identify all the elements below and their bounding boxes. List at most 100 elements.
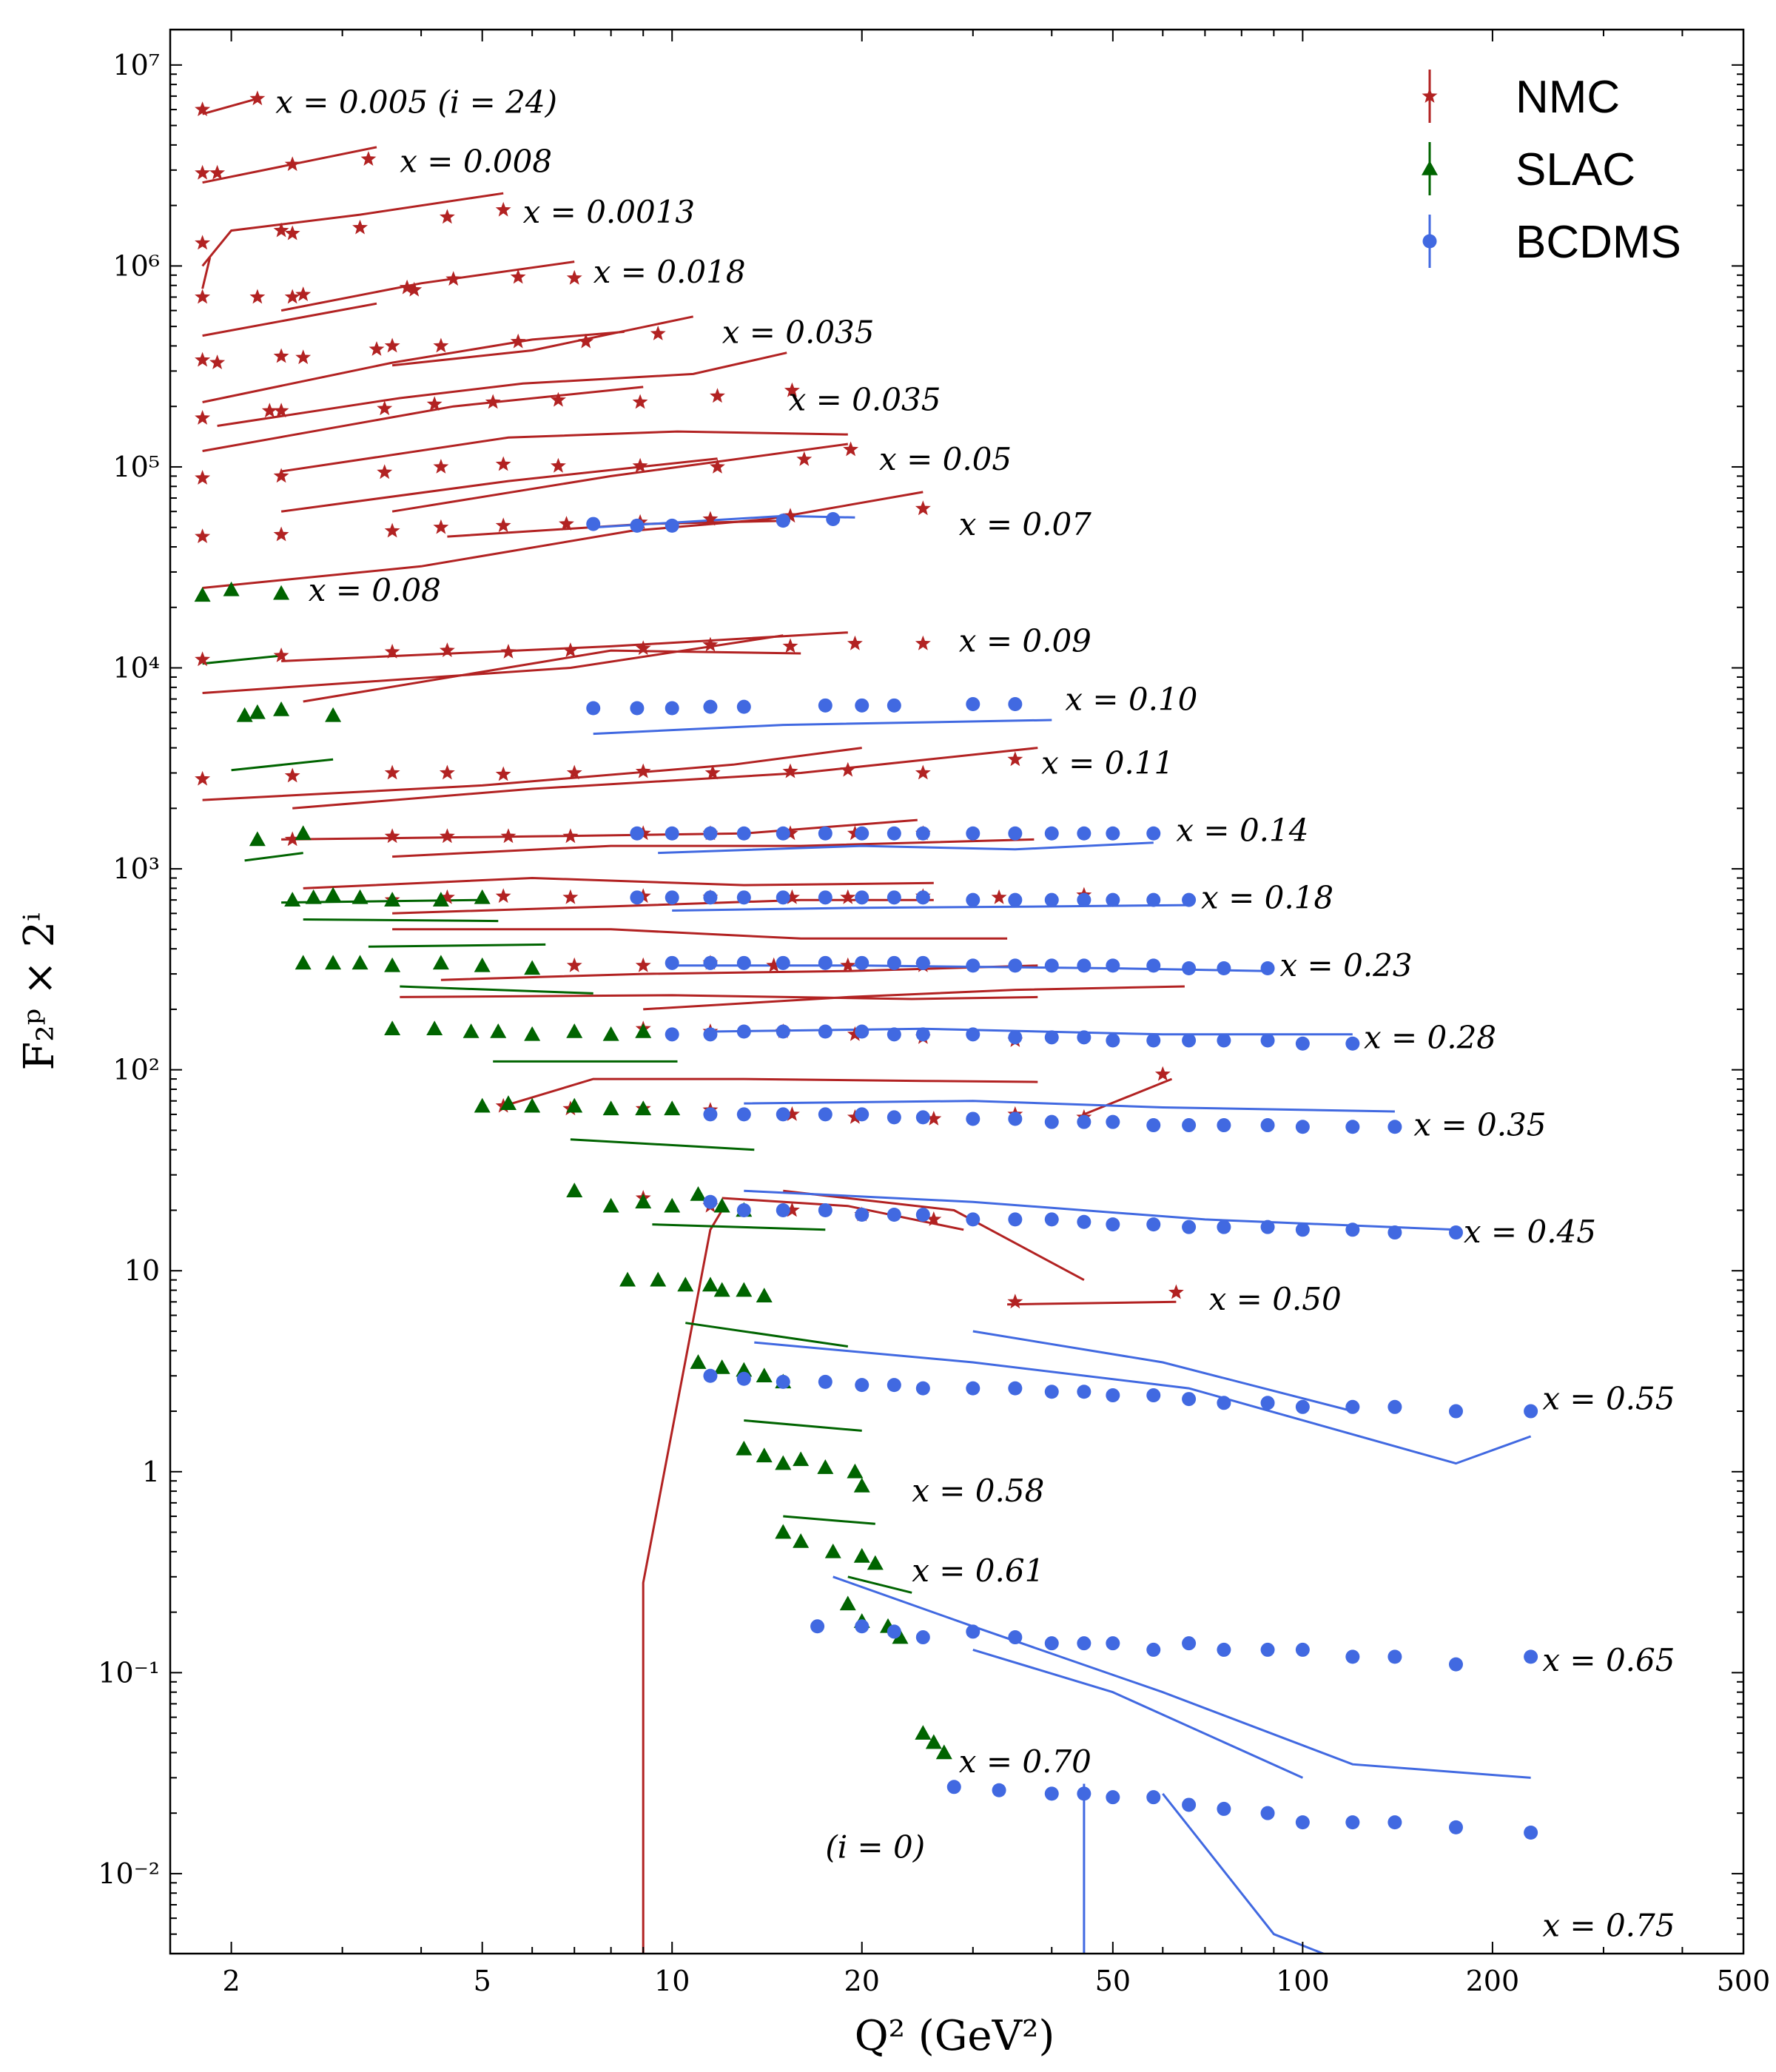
point-bcdms-54: [966, 958, 980, 973]
point-bcdms-107: [915, 1208, 930, 1222]
point-nmc-129: [784, 1202, 800, 1217]
point-slac-12: [352, 889, 369, 904]
point-bcdms-123: [776, 1374, 790, 1389]
point-bcdms-147: [1008, 1630, 1023, 1645]
point-nmc-53: [384, 522, 400, 538]
point-nmc-123: [926, 1111, 942, 1126]
point-bcdms-146: [966, 1624, 980, 1639]
bin-label-18: x = 0.50: [1209, 1281, 1342, 1317]
point-bcdms-143: [855, 1619, 870, 1634]
point-nmc-20: [566, 269, 582, 285]
point-bcdms-154: [1260, 1642, 1275, 1657]
point-bcdms-165: [1146, 1790, 1161, 1805]
point-slac-19: [384, 957, 401, 972]
x-tick-label: 20: [844, 1965, 880, 1997]
point-nmc-3: [209, 164, 226, 180]
point-nmc-28: [510, 333, 526, 349]
point-bcdms-96: [1217, 1118, 1231, 1133]
point-nmc-108: [766, 957, 782, 972]
fit-line-slac-43: [652, 1223, 826, 1231]
point-bcdms-70: [915, 1027, 930, 1042]
point-bcdms-114: [1182, 1220, 1197, 1234]
point-bcdms-40: [1008, 892, 1023, 907]
fit-line-slac-39: [368, 943, 546, 948]
point-nmc-22: [209, 354, 226, 369]
point-bcdms-115: [1217, 1220, 1231, 1234]
point-bcdms-89: [966, 1111, 980, 1126]
point-nmc-2: [195, 164, 211, 180]
point-bcdms-98: [1295, 1120, 1310, 1134]
bin-label-23: x = 0.70: [959, 1743, 1092, 1780]
point-slac-52: [690, 1354, 707, 1369]
point-bcdms-101: [703, 1194, 718, 1209]
point-slac-53: [713, 1359, 730, 1374]
point-slac-66: [824, 1543, 841, 1558]
point-bcdms-121: [703, 1368, 718, 1383]
point-bcdms-158: [1448, 1657, 1463, 1672]
fit-line-nmc-16: [202, 634, 784, 694]
bin-label-15: x = 0.28: [1364, 1020, 1496, 1056]
point-bcdms-141: [1524, 1404, 1538, 1419]
x-tick-label: 10: [654, 1965, 690, 1997]
point-slac-30: [635, 1023, 652, 1038]
point-nmc-48: [710, 459, 725, 474]
point-bcdms-29: [1146, 826, 1161, 841]
point-nmc-97: [562, 889, 579, 904]
point-bcdms-4: [826, 511, 841, 526]
point-slac-24: [426, 1020, 443, 1036]
fit-line-nmc-32: [1007, 1300, 1177, 1306]
point-slac-5: [273, 701, 290, 716]
point-nmc-105: [566, 957, 582, 972]
point-bcdms-164: [1106, 1790, 1120, 1805]
x-tick-label: 5: [474, 1965, 491, 1997]
point-bcdms-38: [915, 890, 930, 905]
point-bcdms-90: [1008, 1111, 1023, 1126]
point-slac-60: [793, 1451, 810, 1467]
point-slac-48: [702, 1276, 719, 1292]
point-slac-33: [524, 1097, 541, 1113]
point-bcdms-95: [1182, 1118, 1197, 1133]
fit-line-bcdms-50: [658, 841, 1154, 855]
point-nmc-66: [562, 642, 579, 657]
point-nmc-51: [195, 528, 211, 543]
point-slac-32: [500, 1095, 517, 1110]
point-bcdms-72: [1008, 1030, 1023, 1045]
point-bcdms-44: [1146, 892, 1161, 907]
point-nmc-72: [195, 770, 211, 786]
point-bcdms-73: [1044, 1030, 1059, 1045]
bin-label-14: x = 0.23: [1280, 947, 1413, 983]
point-nmc-62: [273, 648, 289, 662]
point-bcdms-112: [1106, 1217, 1120, 1232]
fit-line-nmc-10: [280, 430, 848, 473]
point-nmc-58: [702, 511, 719, 526]
point-slac-31: [474, 1097, 491, 1113]
x-tick-label: 500: [1717, 1965, 1771, 1997]
point-bcdms-68: [855, 1024, 870, 1039]
bin-label-6: x = 0.05: [879, 441, 1012, 477]
point-bcdms-150: [1106, 1636, 1120, 1651]
bin-label-21: x = 0.61: [912, 1553, 1044, 1589]
point-nmc-69: [782, 638, 798, 653]
fit-line-nmc-3: [201, 257, 212, 289]
fit-line-bcdms-62: [1162, 1792, 1327, 1954]
point-bcdms-110: [1044, 1212, 1059, 1227]
point-nmc-73: [284, 767, 300, 783]
point-bcdms-168: [1260, 1806, 1275, 1820]
point-bcdms-33: [736, 890, 751, 905]
fit-line-bcdms-56: [754, 1341, 1532, 1465]
point-slac-10: [305, 889, 322, 904]
legend-marker-nmc: [1422, 88, 1438, 103]
point-nmc-68: [702, 636, 719, 652]
point-bcdms-15: [630, 826, 645, 841]
point-slac-18: [352, 955, 369, 970]
point-slac-6: [325, 707, 342, 722]
fit-line-nmc-21: [392, 838, 1035, 858]
y-tick-label: 10⁻¹: [98, 1656, 160, 1689]
point-nmc-109: [840, 957, 856, 972]
point-bcdms-120: [1448, 1225, 1463, 1240]
x-tick-label: 200: [1466, 1965, 1520, 1997]
bin-label-0: x = 0.005 (i = 24): [275, 84, 557, 121]
point-nmc-83: [1007, 751, 1023, 767]
point-nmc-10: [439, 209, 455, 224]
fit-line-nmc-0: [202, 97, 258, 115]
